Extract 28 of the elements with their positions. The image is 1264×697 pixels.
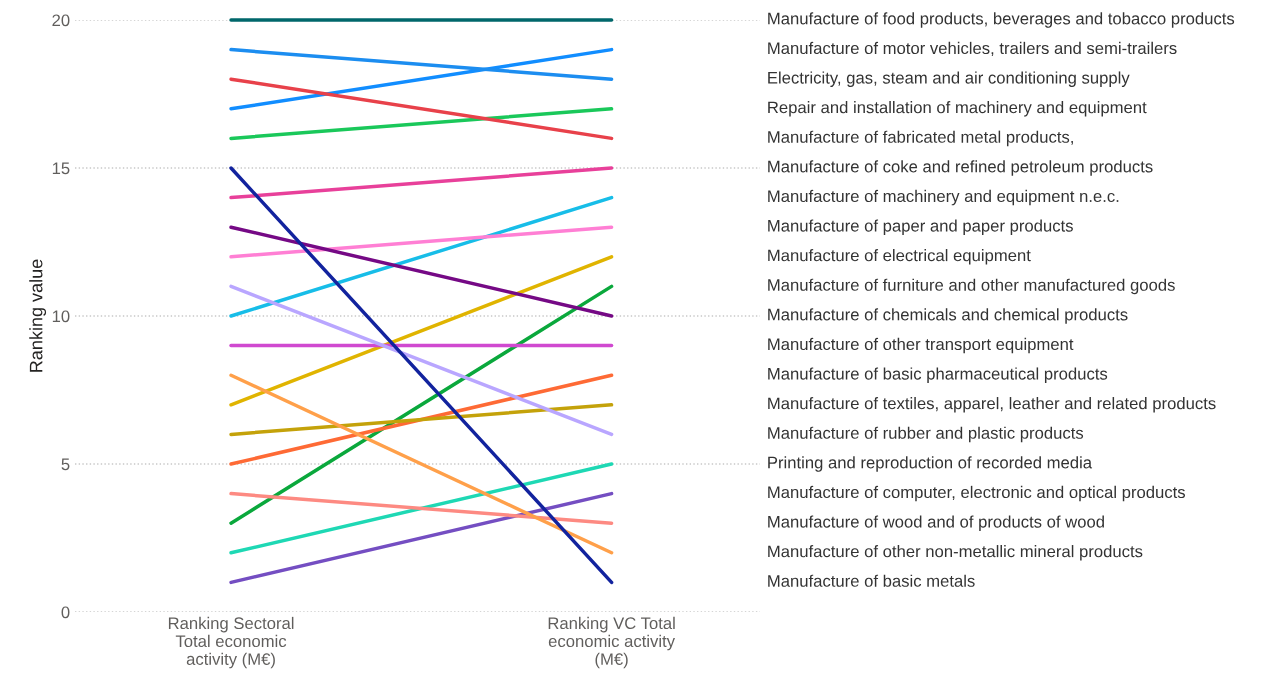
text: Printing and reproduction of recorded media	[768, 456, 1093, 472]
y-tick-label: 0	[61, 606, 70, 619]
text: Repair and installation of machinery and equipment	[768, 101, 1147, 117]
text: Manufacture of paper and paper products	[768, 219, 1073, 235]
text: Manufacture of machinery and equipment n.e.c.	[768, 189, 1119, 206]
text: Manufacture of furniture and other manufactured goods	[768, 278, 1175, 295]
text: Manufacture of chemicals and chemical products	[768, 308, 1128, 324]
y-tick-label: 10	[52, 310, 70, 323]
text: Manufacture of basic metals	[768, 574, 975, 587]
text: Manufacture of other transport equipment	[768, 337, 1074, 354]
text: Manufacture of fabricated metal products,	[768, 130, 1073, 147]
text: Manufacture of rubber and plastic products	[768, 426, 1084, 443]
y-tick-label: 15	[52, 162, 70, 175]
text: Electricity, gas, steam and air conditioning supply	[768, 71, 1130, 87]
text: Manufacture of wood and of products of wood	[768, 515, 1104, 531]
text: Manufacture of coke and refined petroleum products	[768, 160, 1153, 176]
text: Manufacture of food products, beverages and tobacco products	[768, 12, 1235, 28]
text: Manufacture of computer, electronic and optical products	[768, 485, 1185, 502]
text: Manufacture of textiles, apparel, leather and related products	[768, 397, 1216, 413]
text: Manufacture of electrical equipment	[768, 249, 1031, 265]
x-tick-label: Ranking VC Total economic activity (M€)	[548, 616, 675, 669]
text: Manufacture of basic pharmaceutical products	[768, 367, 1108, 383]
text: Manufacture of other non-metallic mineral products	[768, 545, 1143, 561]
text: Manufacture of motor vehicles, trailers and semi-trailers	[768, 41, 1177, 57]
y-tick-label: 20	[52, 14, 70, 27]
y-axis-title: Ranking value	[29, 259, 47, 372]
y-tick-label: 5	[61, 458, 70, 471]
x-tick-label: Ranking Sectoral Total economic activity (M€)	[168, 616, 294, 669]
